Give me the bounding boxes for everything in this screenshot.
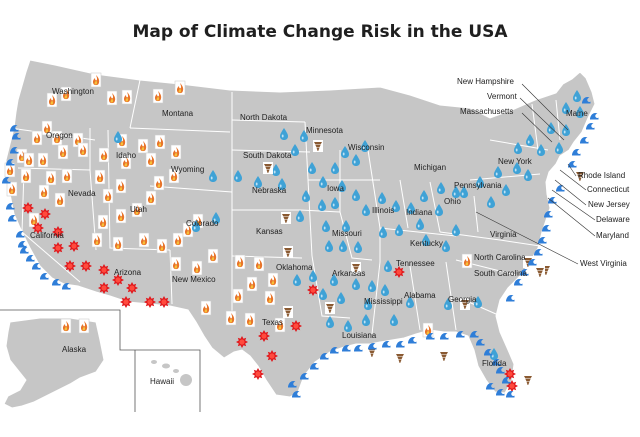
label-missouri: Missouri bbox=[332, 229, 362, 238]
label-michigan: Michigan bbox=[414, 163, 446, 172]
label-new-york: New York bbox=[498, 157, 533, 166]
label-north-dakota: North Dakota bbox=[240, 113, 288, 122]
label-illinois: Illinois bbox=[372, 206, 394, 215]
label-washington: Washington bbox=[52, 87, 94, 96]
label-minnesota: Minnesota bbox=[306, 126, 343, 135]
hawaii-shape bbox=[151, 360, 192, 386]
inset-divider-lines bbox=[0, 309, 201, 412]
label-oregon: Oregon bbox=[46, 131, 73, 140]
label-virginia: Virginia bbox=[490, 230, 517, 239]
label-alaska: Alaska bbox=[62, 345, 87, 354]
label-massachusetts: Massachusetts bbox=[460, 107, 513, 116]
label-new-mexico: New Mexico bbox=[172, 275, 216, 284]
label-california: California bbox=[30, 231, 64, 240]
label-florida: Florida bbox=[482, 359, 507, 368]
label-new-jersey: New Jersey bbox=[588, 200, 630, 209]
label-wyoming: Wyoming bbox=[171, 165, 204, 174]
label-rhode-island: Rhode Island bbox=[578, 171, 625, 180]
label-arkansas: Arkansas bbox=[332, 269, 365, 278]
label-alabama: Alabama bbox=[404, 291, 436, 300]
label-maryland: Maryland bbox=[596, 231, 629, 240]
label-kentucky: Kentucky bbox=[410, 239, 443, 248]
label-montana: Montana bbox=[162, 109, 194, 118]
label-oklahoma: Oklahoma bbox=[276, 263, 313, 272]
alaska-shape bbox=[3, 317, 105, 409]
label-utah: Utah bbox=[130, 205, 147, 214]
label-colorado: Colorado bbox=[186, 219, 219, 228]
label-new-hampshire: New Hampshire bbox=[457, 77, 514, 86]
label-kansas: Kansas bbox=[256, 227, 283, 236]
label-arizona: Arizona bbox=[114, 268, 142, 277]
label-south-carolina: South Carolina bbox=[474, 269, 527, 278]
map-title: Map of Climate Change Risk in the USA bbox=[132, 22, 508, 42]
label-nebraska: Nebraska bbox=[252, 186, 287, 195]
label-texas: Texas bbox=[262, 318, 283, 327]
label-hawaii: Hawaii bbox=[150, 377, 174, 386]
label-ohio: Ohio bbox=[444, 197, 461, 206]
label-louisiana: Louisiana bbox=[342, 331, 377, 340]
label-indiana: Indiana bbox=[406, 208, 433, 217]
label-delaware: Delaware bbox=[596, 215, 630, 224]
label-west-virginia: West Virginia bbox=[580, 259, 627, 268]
label-vermont: Vermont bbox=[487, 92, 518, 101]
label-iowa: Iowa bbox=[327, 184, 344, 193]
label-south-dakota: South Dakota bbox=[243, 151, 292, 160]
usa-mainland-shape bbox=[5, 59, 596, 398]
state-labels: Washington Oregon California Nevada Idah… bbox=[30, 77, 630, 386]
northeast-leader-lines bbox=[475, 83, 596, 265]
label-georgia: Georgia bbox=[448, 295, 477, 304]
label-idaho: Idaho bbox=[116, 151, 137, 160]
label-connecticut: Connecticut bbox=[587, 185, 630, 194]
label-pennsylvania: Pennsylvania bbox=[454, 181, 502, 190]
label-north-carolina: North Carolina bbox=[474, 253, 526, 262]
label-nevada: Nevada bbox=[68, 189, 96, 198]
label-mississippi: Mississippi bbox=[364, 297, 403, 306]
label-maine: Maine bbox=[566, 109, 588, 118]
label-wisconsin: Wisconsin bbox=[348, 143, 384, 152]
label-tennessee: Tennessee bbox=[396, 259, 435, 268]
